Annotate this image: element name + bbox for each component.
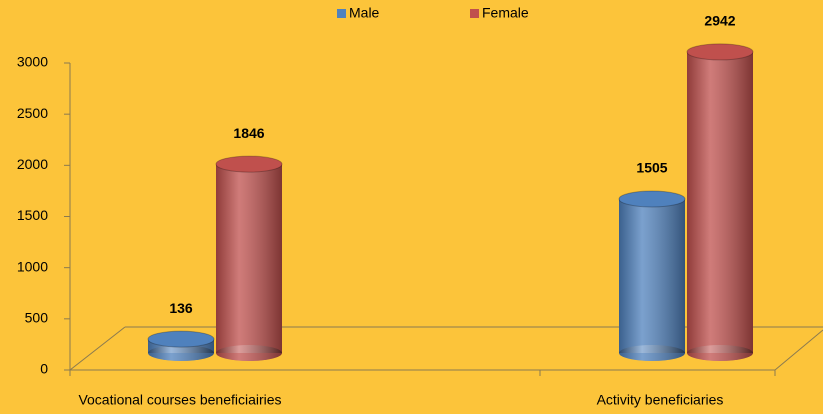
bar-shade bbox=[687, 51, 753, 353]
bar-bottom-shade bbox=[148, 345, 214, 361]
y-tick-label: 0 bbox=[40, 361, 48, 377]
y-tick-label: 2500 bbox=[17, 105, 48, 121]
bar-bottom-shade bbox=[619, 345, 685, 361]
bar-shade bbox=[216, 164, 282, 353]
legend-swatch bbox=[470, 9, 479, 18]
bar-bottom-shade bbox=[216, 345, 282, 361]
bar-top bbox=[618, 190, 686, 208]
bar-top bbox=[147, 330, 215, 348]
value-label: 136 bbox=[169, 300, 193, 316]
legend-label: Male bbox=[349, 5, 380, 21]
x-tick-label: Vocational courses beneficiairies bbox=[78, 392, 281, 408]
value-label: 2942 bbox=[704, 13, 735, 29]
bar-top bbox=[686, 43, 754, 61]
y-tick-label: 1500 bbox=[17, 207, 48, 223]
bar-top bbox=[215, 155, 283, 173]
y-tick-label: 1000 bbox=[17, 258, 48, 274]
value-label: 1846 bbox=[233, 125, 264, 141]
y-tick-label: 2000 bbox=[17, 156, 48, 172]
legend-label: Female bbox=[482, 5, 529, 21]
value-label: 1505 bbox=[636, 160, 667, 176]
bar-bottom-shade bbox=[687, 345, 753, 361]
y-tick-label: 3000 bbox=[17, 54, 48, 70]
x-tick-label: Activity beneficiaries bbox=[597, 392, 724, 408]
y-tick-label: 500 bbox=[25, 310, 49, 326]
bar-shade bbox=[619, 198, 685, 353]
legend-swatch bbox=[337, 9, 346, 18]
